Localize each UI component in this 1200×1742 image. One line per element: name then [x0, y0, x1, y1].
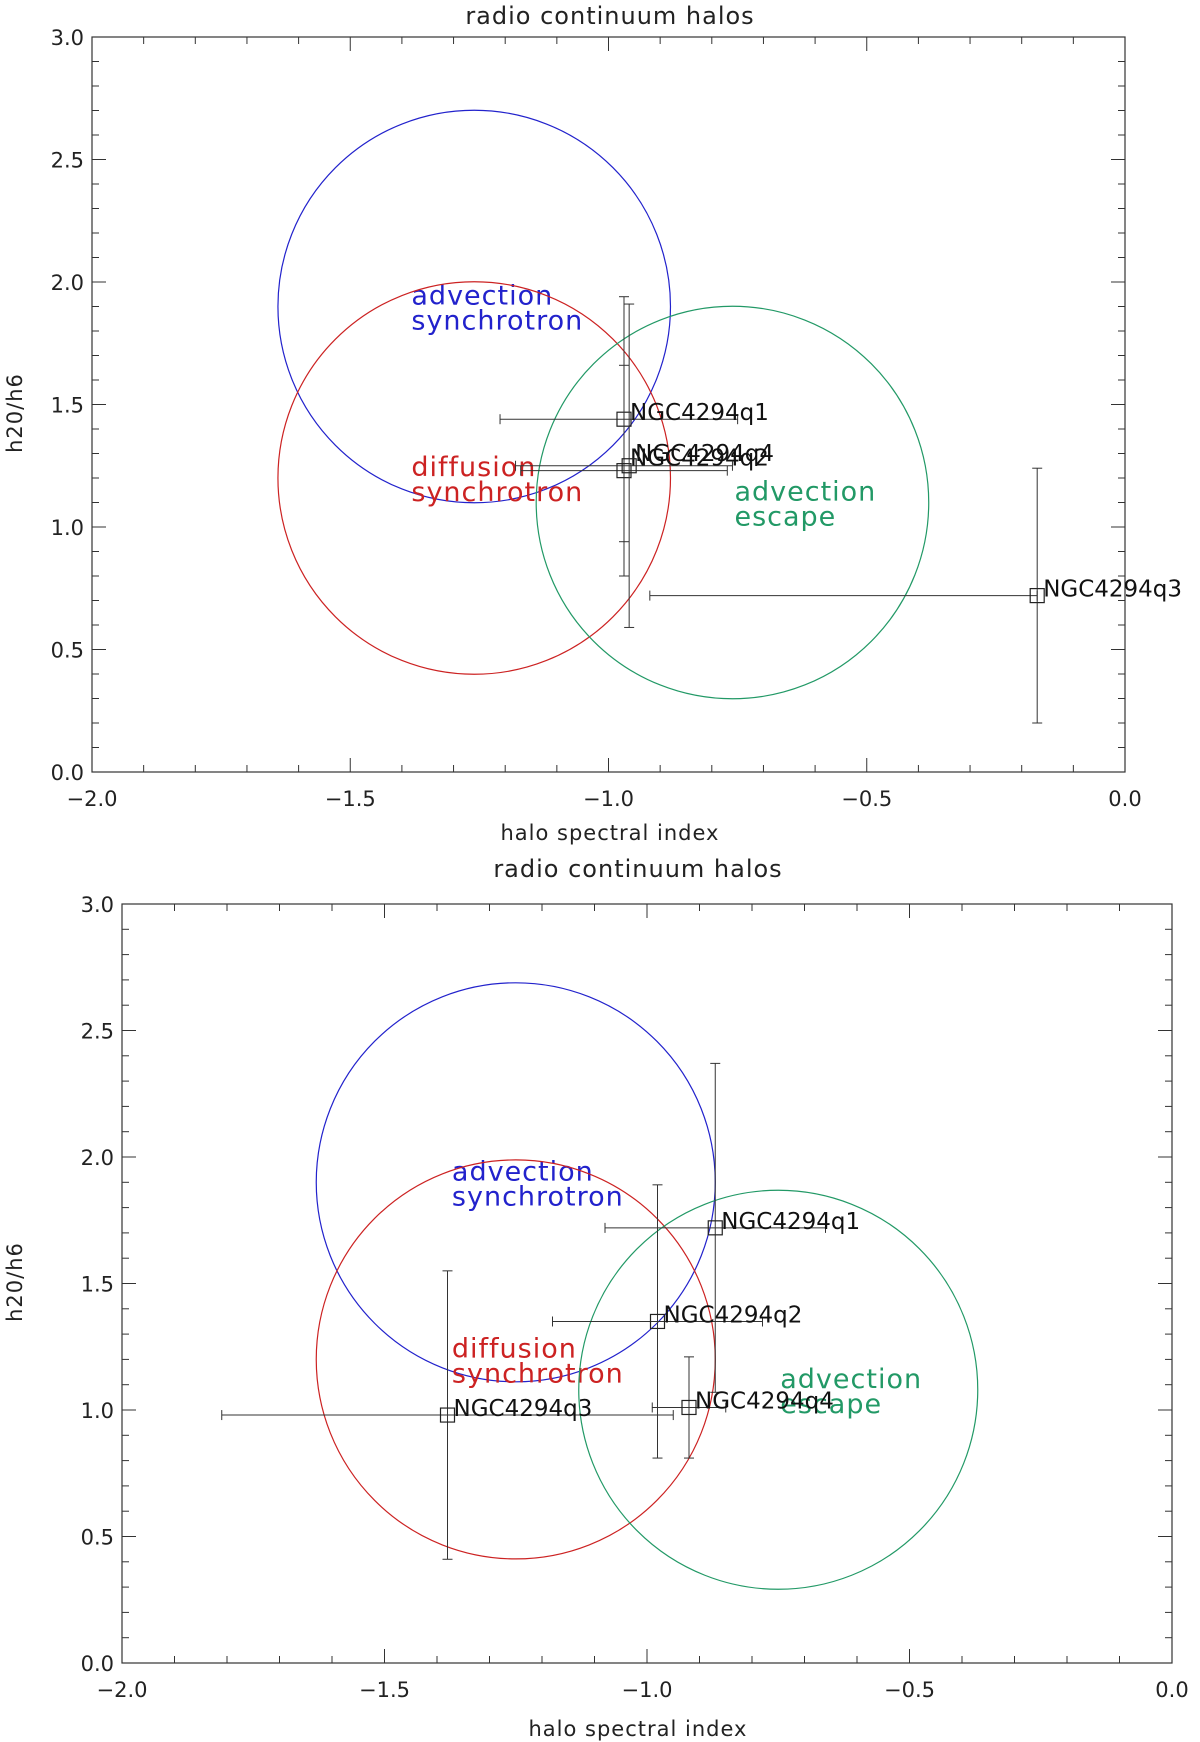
- point-label: NGC4294q3: [1043, 577, 1182, 603]
- x-tick-label: 0.0: [1108, 787, 1141, 811]
- region-circle-adv-esc: [535, 305, 930, 700]
- x-axis-label: halo spectral index: [501, 821, 720, 845]
- data-point: [1029, 587, 1045, 604]
- y-axis-label: h20/h6: [3, 373, 27, 453]
- y-tick-label: 1.5: [81, 1273, 114, 1297]
- region-label-diff-syn: synchrotron: [452, 1358, 624, 1389]
- data-point: [616, 463, 632, 479]
- y-tick-label: 0.0: [51, 761, 84, 785]
- point-label: NGC4294q2: [630, 446, 769, 472]
- region-label-adv-esc: escape: [780, 1389, 882, 1420]
- y-tick-label: 0.5: [51, 639, 84, 663]
- region-circle-diff-syn: [277, 281, 672, 675]
- region-label-diff-syn: diffusion: [411, 452, 536, 483]
- x-tick-label: 0.0: [1155, 1678, 1188, 1702]
- data-point: [707, 1220, 723, 1236]
- chart-title: radio continuum halos: [493, 855, 782, 883]
- data-point: [681, 1399, 697, 1416]
- y-tick-label: 2.0: [51, 271, 84, 295]
- y-tick-label: 3.0: [51, 26, 84, 50]
- y-tick-label: 2.5: [51, 149, 84, 173]
- x-tick-label: −1.5: [359, 1678, 410, 1702]
- region-label-diff-syn: synchrotron: [411, 477, 583, 508]
- top-panel: radio continuum halos halo spectral inde…: [3, 2, 1182, 845]
- region-circle-adv-esc: [578, 1189, 979, 1590]
- x-tick-label: −1.0: [622, 1678, 673, 1702]
- bottom-panel: radio continuum halos halo spectral inde…: [3, 855, 1189, 1741]
- point-label: NGC4294q4: [695, 1388, 834, 1414]
- x-tick-label: −2.0: [67, 787, 118, 811]
- x-tick-label: −0.5: [841, 787, 892, 811]
- y-tick-label: 1.0: [51, 516, 84, 540]
- x-tick-label: −0.5: [884, 1678, 935, 1702]
- chart-title: radio continuum halos: [465, 2, 754, 30]
- region-label-adv-syn: synchrotron: [452, 1181, 624, 1212]
- region-label-adv-syn: advection: [452, 1156, 594, 1187]
- y-tick-label: 1.0: [81, 1399, 114, 1423]
- y-tick-label: 0.0: [81, 1652, 114, 1676]
- data-point: [621, 458, 637, 474]
- region-circle-adv-syn: [277, 109, 672, 504]
- region-label-adv-syn: synchrotron: [411, 306, 583, 337]
- x-tick-label: −2.0: [97, 1678, 148, 1702]
- point-label: NGC4294q2: [664, 1302, 803, 1328]
- plot-frame: [121, 903, 1173, 1664]
- data-point: [439, 1407, 456, 1423]
- y-tick-label: 0.5: [81, 1526, 114, 1550]
- point-label: NGC4294q1: [630, 400, 769, 426]
- region-label-adv-esc: advection: [780, 1364, 922, 1395]
- y-tick-label: 2.5: [81, 1020, 114, 1044]
- region-label-adv-esc: escape: [734, 502, 836, 533]
- region-label-diff-syn: diffusion: [452, 1333, 577, 1364]
- x-axis-label: halo spectral index: [529, 1717, 748, 1741]
- x-tick-label: −1.0: [583, 787, 634, 811]
- point-label: NGC4294q4: [635, 441, 774, 467]
- region-label-adv-esc: advection: [734, 477, 876, 508]
- point-label: NGC4294q1: [721, 1209, 860, 1235]
- y-axis-label: h20/h6: [3, 1242, 27, 1322]
- y-tick-label: 2.0: [81, 1146, 114, 1170]
- x-tick-label: −1.5: [325, 787, 376, 811]
- y-tick-label: 1.5: [51, 394, 84, 418]
- point-label: NGC4294q3: [454, 1396, 593, 1422]
- data-point: [649, 1313, 666, 1330]
- y-tick-label: 3.0: [81, 893, 114, 917]
- plot-frame: [91, 36, 1126, 773]
